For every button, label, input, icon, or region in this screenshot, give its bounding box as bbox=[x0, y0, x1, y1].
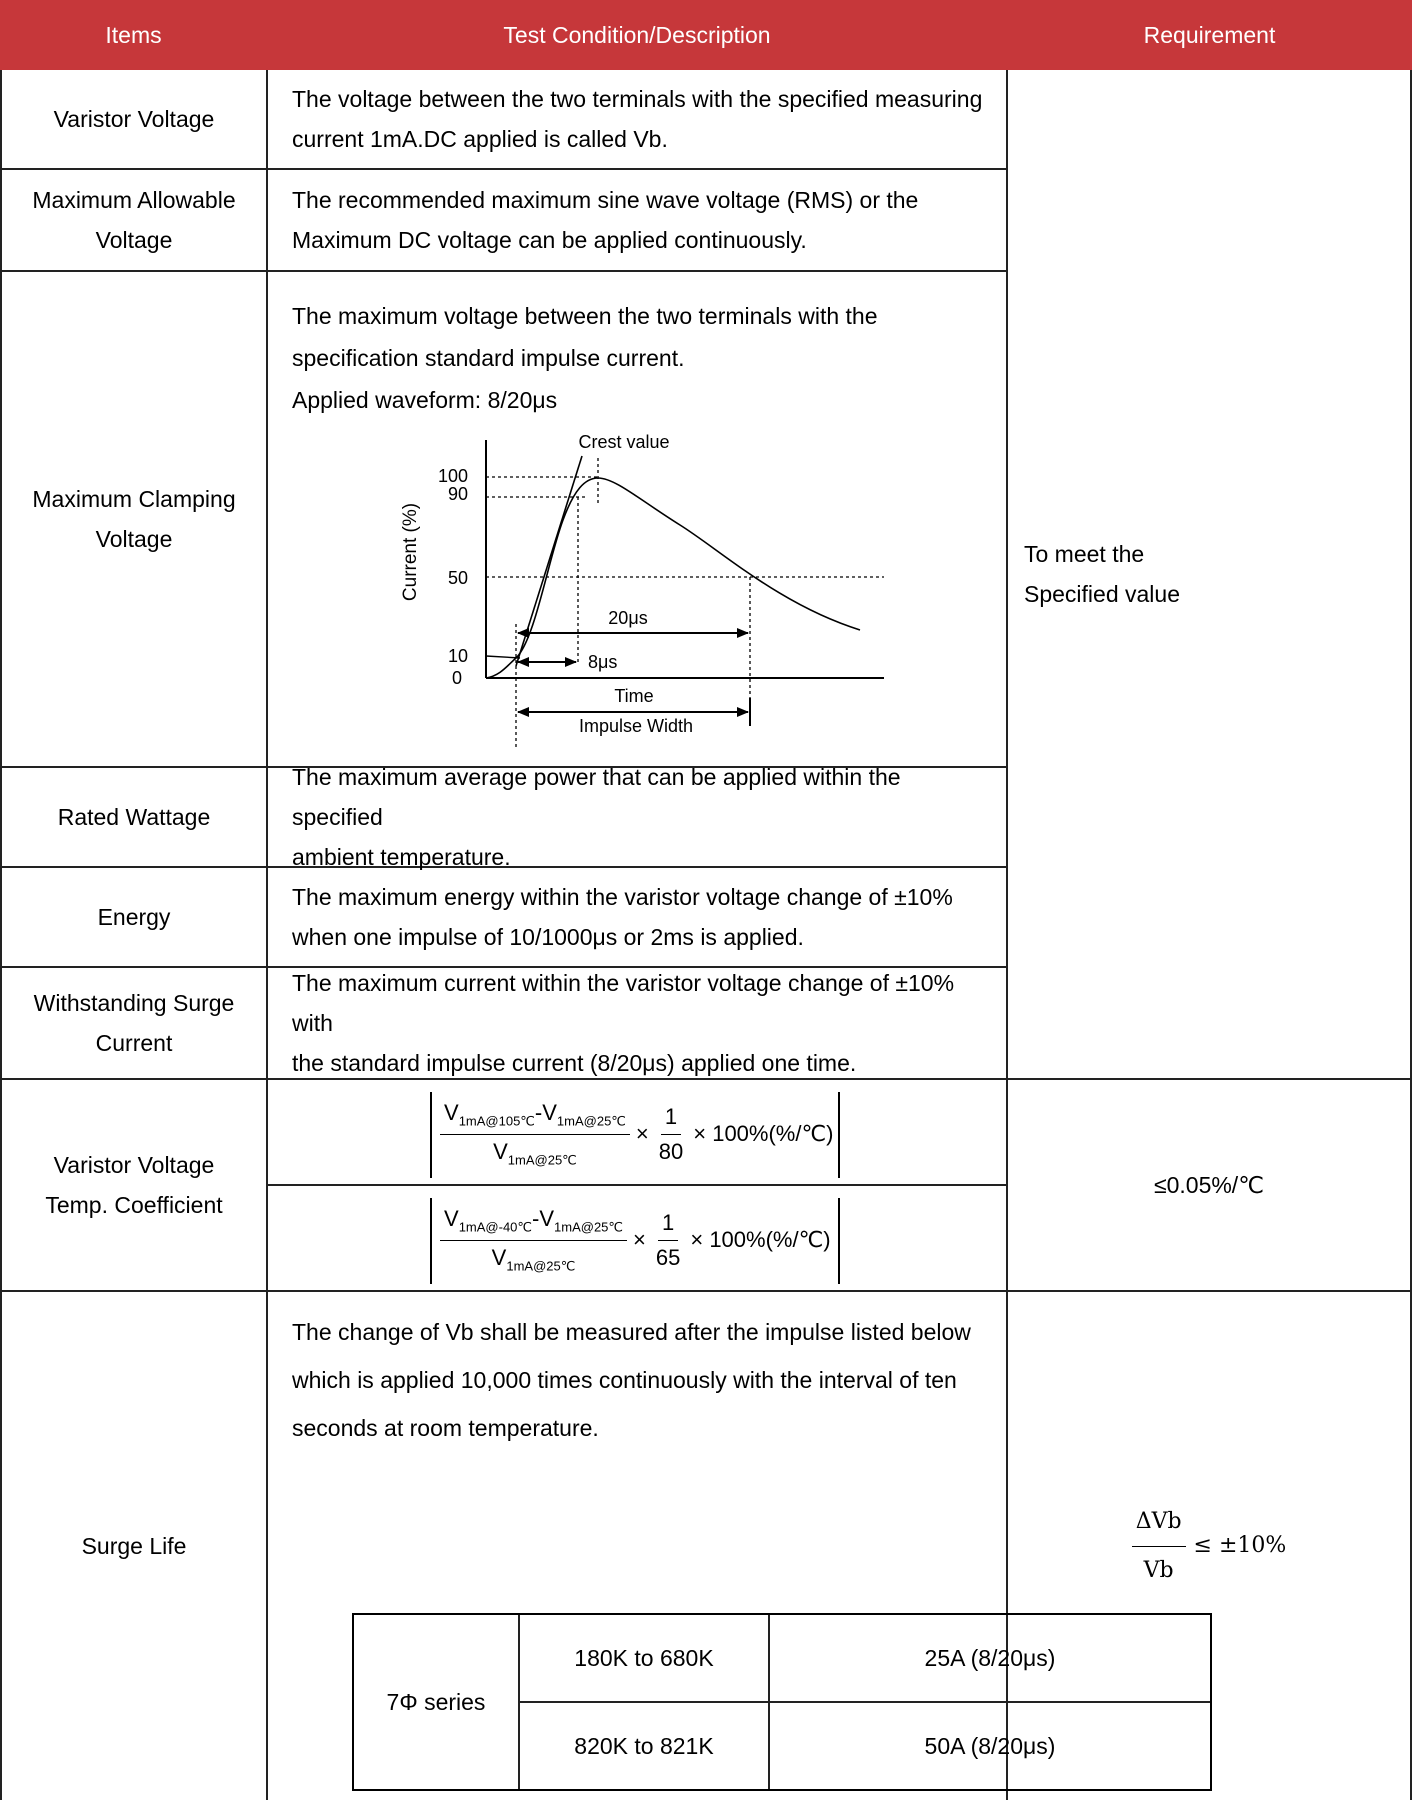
requirement-line: Specified value bbox=[1024, 581, 1180, 607]
abs-bar-right bbox=[838, 1198, 840, 1284]
header-requirement: Requirement bbox=[1143, 22, 1276, 48]
range-cell: 820K to 821K bbox=[574, 1732, 714, 1759]
requirement-temp-coefficient: ≤0.05%/℃ bbox=[1153, 1172, 1265, 1198]
abs-bar-left bbox=[430, 1092, 432, 1178]
item-line: Withstanding Surge bbox=[33, 990, 235, 1016]
fraction: V1mA@-40℃-V1mA@25℃ V1mA@25℃ bbox=[440, 1206, 628, 1274]
item-withstanding-surge-current: Withstanding Surge Current bbox=[2, 968, 266, 1078]
desc-max-allowable-voltage: The recommended maximum sine wave voltag… bbox=[268, 170, 1006, 270]
abs-bar-left bbox=[430, 1198, 432, 1284]
y-axis-label: Current (%) bbox=[400, 503, 421, 601]
abs-bar-right bbox=[838, 1092, 840, 1178]
y-tick: 100 bbox=[438, 466, 468, 486]
series-cell: 7Φ series bbox=[386, 1688, 486, 1715]
item-max-allowable-voltage: Maximum Allowable Voltage bbox=[2, 170, 266, 270]
desc-line: the standard impulse current (8/20μs) ap… bbox=[292, 1050, 857, 1076]
table-header bbox=[0, 0, 1412, 70]
requirement-specified-value: To meet the Specified value bbox=[1008, 70, 1410, 1078]
time-label: Time bbox=[614, 686, 653, 706]
item-line: Current bbox=[95, 1030, 173, 1056]
fraction: V1mA@105℃-V1mA@25℃ V1mA@25℃ bbox=[440, 1100, 630, 1168]
item-energy: Energy bbox=[97, 904, 171, 930]
formula-105c: V1mA@105℃-V1mA@25℃ V1mA@25℃ × 1 80 × 100%… bbox=[440, 1090, 836, 1178]
desc-energy: The maximum energy within the varistor v… bbox=[268, 868, 1006, 966]
item-line: Voltage bbox=[95, 227, 173, 253]
item-line: Maximum Allowable bbox=[32, 187, 236, 213]
item-line: Voltage bbox=[95, 526, 173, 552]
waveform-curve bbox=[485, 477, 861, 679]
desc-line: The change of Vb shall be measured after… bbox=[292, 1319, 971, 1345]
desc-line: current 1mA.DC applied is called Vb. bbox=[292, 126, 668, 152]
desc-line: seconds at room temperature. bbox=[292, 1415, 599, 1441]
front-line bbox=[515, 455, 583, 667]
item-line: Varistor Voltage bbox=[53, 1152, 215, 1178]
item-max-clamping-voltage: Maximum Clamping Voltage bbox=[2, 272, 266, 766]
item-line: Temp. Coefficient bbox=[45, 1192, 223, 1218]
delta-vb-fraction: ΔVb Vb bbox=[1131, 1502, 1186, 1591]
requirement-surge-life: ΔVb Vb ≤ ±10% bbox=[1008, 1292, 1410, 1800]
y-tick: 50 bbox=[448, 568, 468, 588]
desc-line: The maximum average power that can be ap… bbox=[292, 764, 901, 830]
desc-line: specification standard impulse current. bbox=[292, 345, 685, 371]
item-varistor-voltage: Varistor Voltage bbox=[53, 106, 215, 132]
item-temp-coefficient: Varistor Voltage Temp. Coefficient bbox=[2, 1080, 266, 1290]
desc-line: Applied waveform: 8/20μs bbox=[292, 387, 558, 413]
label-8us: 8μs bbox=[588, 652, 617, 672]
desc-varistor-voltage: The voltage between the two terminals wi… bbox=[268, 70, 1006, 168]
y-tick: 90 bbox=[448, 484, 468, 504]
label-20us: 20μs bbox=[608, 608, 647, 628]
desc-line: ambient temperature. bbox=[292, 844, 511, 870]
y-tick: 0 bbox=[452, 668, 462, 688]
desc-line: The voltage between the two terminals wi… bbox=[292, 86, 983, 112]
desc-line: The maximum voltage between the two term… bbox=[292, 303, 878, 329]
desc-line: The maximum energy within the varistor v… bbox=[292, 884, 953, 910]
header-items: Items bbox=[105, 22, 162, 48]
range-cell: 180K to 680K bbox=[574, 1644, 714, 1671]
desc-line: The maximum current within the varistor … bbox=[292, 970, 955, 1036]
desc-line: Maximum DC voltage can be applied contin… bbox=[292, 227, 807, 253]
item-surge-life: Surge Life bbox=[81, 1533, 187, 1559]
formula-minus40c: V1mA@-40℃-V1mA@25℃ V1mA@25℃ × 1 65 × 100%… bbox=[440, 1196, 836, 1284]
header-description: Test Condition/Description bbox=[503, 22, 771, 48]
y-tick: 10 bbox=[448, 646, 468, 666]
item-line: Maximum Clamping bbox=[32, 486, 236, 512]
desc-line: The recommended maximum sine wave voltag… bbox=[292, 187, 919, 213]
requirement-line: To meet the bbox=[1024, 541, 1145, 567]
desc-withstanding-surge-current: The maximum current within the varistor … bbox=[268, 968, 1006, 1078]
current-cell: 25A (8/20μs) bbox=[924, 1644, 1056, 1671]
surge-impulse-table: 7Φ series 180K to 680K 25A (8/20μs) 820K… bbox=[352, 1613, 1212, 1791]
desc-line: which is applied 10,000 times continuous… bbox=[292, 1367, 957, 1393]
item-rated-wattage: Rated Wattage bbox=[57, 804, 211, 830]
current-cell: 50A (8/20μs) bbox=[924, 1732, 1056, 1759]
desc-line: when one impulse of 10/1000μs or 2ms is … bbox=[292, 924, 804, 950]
impulse-width-label: Impulse Width bbox=[579, 716, 693, 736]
crest-label: Crest value bbox=[578, 432, 669, 452]
desc-rated-wattage: The maximum average power that can be ap… bbox=[268, 764, 1006, 870]
